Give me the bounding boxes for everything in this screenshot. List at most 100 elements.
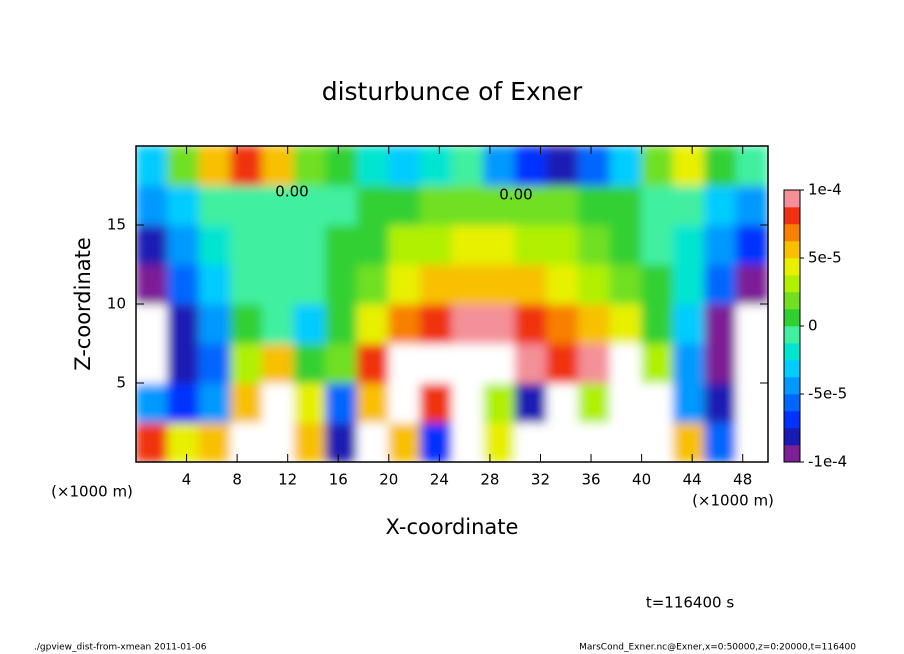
cell	[230, 422, 263, 462]
cell	[198, 224, 232, 265]
cell	[167, 146, 200, 186]
cell	[609, 185, 643, 226]
footer-left: ./gpview_dist-from-xmean 2011-01-06	[34, 643, 207, 653]
cell	[577, 146, 611, 186]
cell	[419, 185, 453, 226]
cell	[261, 146, 295, 186]
cell	[546, 224, 579, 265]
cell	[356, 343, 390, 384]
cell	[577, 382, 611, 423]
cell	[546, 303, 579, 344]
x-tick-label: 28	[480, 471, 499, 489]
cell	[704, 422, 737, 462]
x-tick-label: 16	[329, 471, 348, 489]
cell	[514, 146, 548, 186]
colorbar-tick-label: -1e-4	[808, 453, 847, 471]
cell	[388, 224, 421, 265]
x-tick-label: 44	[683, 471, 702, 489]
cell	[419, 264, 453, 305]
cell	[546, 382, 579, 423]
cell	[704, 185, 737, 226]
cell	[672, 382, 706, 423]
cell	[356, 264, 390, 305]
cell	[198, 264, 232, 305]
colorbar-tick-label: 5e-5	[808, 249, 842, 267]
cell	[546, 264, 579, 305]
cell	[483, 303, 516, 344]
cell	[483, 264, 516, 305]
time-label: t=116400 s	[646, 594, 734, 612]
x-tick-label: 4	[182, 471, 192, 489]
colorbar-band	[784, 343, 800, 361]
cell	[735, 422, 768, 462]
cell	[451, 264, 485, 305]
colorbar-band	[784, 241, 800, 259]
cell	[672, 264, 706, 305]
cell	[136, 224, 169, 265]
x-tick-label: 12	[278, 471, 297, 489]
cell	[198, 343, 232, 384]
cell	[641, 343, 674, 384]
cell	[514, 343, 548, 384]
x-unit: (×1000 m)	[692, 492, 774, 510]
cell	[514, 185, 548, 226]
cell	[198, 422, 232, 462]
cell	[388, 422, 421, 462]
colorbar-band	[784, 360, 800, 378]
footer-right: MarsCond_Exner.nc@Exner,x=0:50000,z=0:20…	[579, 643, 856, 653]
cell	[419, 303, 453, 344]
colorbar-band	[784, 190, 800, 208]
cell	[641, 185, 674, 226]
cell	[609, 422, 643, 462]
cell	[419, 382, 453, 423]
cell	[704, 264, 737, 305]
cell	[261, 343, 295, 384]
cell	[672, 185, 706, 226]
cell	[293, 422, 327, 462]
cell	[261, 303, 295, 344]
cell	[388, 185, 421, 226]
cell	[577, 422, 611, 462]
cell	[609, 303, 643, 344]
cell	[672, 224, 706, 265]
chart-title: disturbunce of Exner	[322, 77, 583, 106]
cell	[514, 382, 548, 423]
cell	[641, 303, 674, 344]
cell	[483, 382, 516, 423]
cell	[704, 303, 737, 344]
cell	[546, 146, 579, 186]
cell	[356, 382, 390, 423]
x-axis-label: X-coordinate	[386, 515, 519, 539]
cell	[230, 264, 263, 305]
cell	[325, 264, 358, 305]
cell	[325, 382, 358, 423]
cell	[577, 343, 611, 384]
cell	[546, 422, 579, 462]
cell	[167, 264, 200, 305]
cell	[672, 146, 706, 186]
cell	[167, 422, 200, 462]
cell	[514, 303, 548, 344]
colorbar-band	[784, 394, 800, 412]
colorbar-band	[784, 207, 800, 225]
cell	[735, 343, 768, 384]
cell	[356, 303, 390, 344]
colorbar-tick-label: 0	[808, 317, 818, 335]
cell	[388, 264, 421, 305]
cell	[419, 146, 453, 186]
cell	[514, 224, 548, 265]
cell	[419, 343, 453, 384]
cell	[356, 185, 390, 226]
colorbar-band	[784, 309, 800, 327]
cell	[388, 382, 421, 423]
cell	[261, 224, 295, 265]
cell	[704, 146, 737, 186]
cell	[293, 264, 327, 305]
cell	[230, 224, 263, 265]
cell	[451, 303, 485, 344]
cell	[514, 264, 548, 305]
cell	[641, 224, 674, 265]
cell	[451, 185, 485, 226]
cell	[356, 422, 390, 462]
